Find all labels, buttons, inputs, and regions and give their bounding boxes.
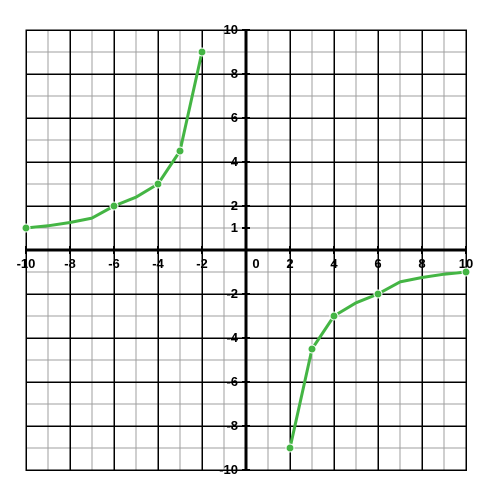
y-tick-label: -6: [226, 374, 238, 389]
chart-svg: -10-8-6-4-22468101246810-2-4-6-8-100: [0, 0, 500, 500]
y-tick-label: 10: [224, 22, 238, 37]
data-point: [330, 312, 338, 320]
y-tick-label: 2: [231, 198, 238, 213]
data-point: [198, 48, 206, 56]
data-point: [110, 202, 118, 210]
data-point: [286, 444, 294, 452]
data-point: [308, 345, 316, 353]
data-point: [462, 268, 470, 276]
x-tick-label: 6: [374, 256, 381, 271]
y-tick-label: 1: [231, 220, 238, 235]
y-tick-label: 8: [231, 66, 238, 81]
y-tick-label: -8: [226, 418, 238, 433]
y-tick-label: -2: [226, 286, 238, 301]
data-point: [374, 290, 382, 298]
y-tick-label: 4: [231, 154, 239, 169]
x-tick-label: -6: [108, 256, 120, 271]
y-tick-label: -4: [226, 330, 238, 345]
x-tick-label: -10: [17, 256, 36, 271]
x-tick-label: 8: [418, 256, 425, 271]
x-tick-label: 2: [286, 256, 293, 271]
origin-label: 0: [252, 256, 259, 271]
x-tick-label: -8: [64, 256, 76, 271]
data-point: [22, 224, 30, 232]
data-point: [176, 147, 184, 155]
x-tick-label: 4: [330, 256, 338, 271]
data-point: [154, 180, 162, 188]
y-tick-label: -10: [219, 462, 238, 477]
x-tick-label: -4: [152, 256, 164, 271]
chart-container: { "chart": { "type": "line", "background…: [0, 0, 500, 500]
y-tick-label: 6: [231, 110, 238, 125]
x-tick-label: -2: [196, 256, 208, 271]
